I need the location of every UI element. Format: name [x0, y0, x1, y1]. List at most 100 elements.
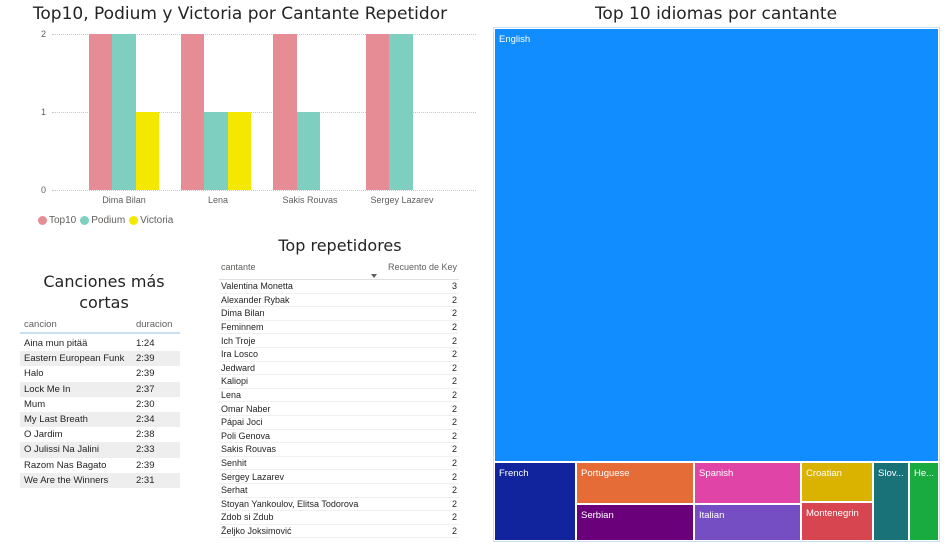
- table-row[interactable]: O Jardim 2:38: [20, 427, 180, 442]
- cell-recuento: 2: [451, 294, 457, 305]
- column-header-cancion[interactable]: cancion: [24, 318, 57, 330]
- table-row[interactable]: Sergey Lazarev 2: [219, 470, 459, 484]
- bar-lena-top10[interactable]: [181, 34, 204, 190]
- table-row[interactable]: Jedward 2: [219, 362, 459, 376]
- treemap-tile-montenegrin[interactable]: Montenegrin: [801, 502, 873, 541]
- bar-dima-bilan-victoria[interactable]: [136, 112, 159, 190]
- table-row[interactable]: Lena 2: [219, 389, 459, 403]
- table-row[interactable]: Mum 2:30: [20, 397, 180, 412]
- bar-dima-bilan-podium[interactable]: [112, 34, 136, 190]
- cell-recuento: 2: [451, 308, 457, 319]
- cell-duracion: 2:33: [136, 444, 155, 456]
- cell-cantante: Omar Naber: [221, 403, 271, 414]
- cell-recuento: 2: [451, 430, 457, 441]
- column-header-duracion[interactable]: duracion: [136, 318, 173, 330]
- treemap-tile-serbian[interactable]: Serbian: [576, 504, 694, 541]
- cell-cancion: Halo: [24, 368, 44, 380]
- legend-item-victoria[interactable]: Victoria: [129, 215, 173, 226]
- treemap-tile-spanish[interactable]: Spanish: [694, 462, 801, 504]
- table-row[interactable]: Pápai Joci 2: [219, 416, 459, 430]
- table-row[interactable]: Halo 2:39: [20, 366, 180, 381]
- cell-cantante: Ira Losco: [221, 349, 259, 360]
- bar-lena-podium[interactable]: [204, 112, 228, 190]
- bar-sakis-rouvas-top10[interactable]: [273, 34, 297, 190]
- treemap-visual[interactable]: English French Portuguese Serbian Spanis…: [493, 27, 940, 542]
- table-row[interactable]: Poli Genova 2: [219, 430, 459, 444]
- cell-recuento: 2: [451, 525, 457, 536]
- y-tick-1: 1: [40, 107, 46, 117]
- cell-recuento: 2: [451, 498, 457, 509]
- cell-cantante: Alexander Rybak: [221, 294, 290, 305]
- table-row[interactable]: We Are the Winners 2:31: [20, 472, 180, 488]
- table-row[interactable]: Dima Bilan 2: [219, 307, 459, 321]
- bar-dima-bilan-top10[interactable]: [89, 34, 112, 190]
- legend-dot-icon: [80, 216, 90, 225]
- table-row[interactable]: My Last Breath 2:34: [20, 411, 180, 428]
- table-row[interactable]: O Julissi Na Jalini 2:33: [20, 442, 180, 458]
- cell-cancion: O Julissi Na Jalini: [24, 444, 99, 456]
- legend-label: Podium: [91, 215, 126, 226]
- bar-sergey-lazarev-podium[interactable]: [389, 34, 413, 190]
- table-row[interactable]: Ira Losco 2: [219, 348, 459, 362]
- cell-cancion: Aina mun pitää: [24, 338, 88, 350]
- table-row[interactable]: Feminnem 2: [219, 321, 459, 335]
- treemap-title: Top 10 idiomas por cantante: [594, 4, 838, 24]
- table-row[interactable]: Valentina Monetta 3: [219, 280, 459, 294]
- column-header-cantante[interactable]: cantante: [221, 262, 256, 272]
- treemap-tile-slovenian[interactable]: Slov...: [873, 462, 909, 541]
- cell-cantante: Jedward: [221, 362, 256, 373]
- cell-duracion: 2:30: [136, 398, 155, 410]
- chart-legend: Top10 Podium Victoria: [38, 215, 173, 226]
- column-header-label: Recuento de Key: [387, 262, 457, 272]
- table-row[interactable]: Razom Nas Bagato 2:39: [20, 458, 180, 473]
- treemap-tile-portuguese[interactable]: Portuguese: [576, 462, 694, 504]
- table-row[interactable]: Eastern European Funk 2:39: [20, 351, 180, 367]
- table-row[interactable]: Omar Naber 2: [219, 402, 459, 416]
- cell-recuento: 2: [451, 485, 457, 496]
- treemap-tile-italian[interactable]: Italian: [694, 504, 801, 541]
- cell-duracion: 2:39: [136, 459, 155, 471]
- legend-label: Victoria: [140, 215, 174, 226]
- cell-recuento: 2: [451, 458, 457, 469]
- cell-cancion: Eastern European Funk: [24, 353, 125, 365]
- table-row[interactable]: Lock Me In 2:37: [20, 381, 180, 397]
- table-row[interactable]: Sakis Rouvas 2: [219, 443, 459, 457]
- table-row[interactable]: Serhat 2: [219, 484, 459, 498]
- cell-cantante: Senhit: [221, 458, 247, 469]
- treemap-tile-croatian[interactable]: Croatian: [801, 462, 873, 502]
- table-row[interactable]: Željko Joksimović 2: [219, 525, 459, 539]
- bar-lena-victoria[interactable]: [228, 112, 251, 190]
- gridline-1: [52, 112, 476, 113]
- short-songs-table[interactable]: cancion duracion Aina mun pitää 1:24 East…: [20, 316, 180, 488]
- table-row[interactable]: Stoyan Yankoulov, Elitsa Todorova 2: [219, 498, 459, 512]
- repeaters-table[interactable]: cantante Recuento de Key Valentina Monet…: [219, 261, 459, 539]
- cell-recuento: 3: [451, 281, 457, 292]
- table-row[interactable]: Zdob si Zdub 2: [219, 511, 459, 525]
- cell-duracion: 2:37: [136, 383, 155, 395]
- bar-sakis-rouvas-podium[interactable]: [297, 112, 320, 190]
- legend-item-podium[interactable]: Podium: [80, 215, 125, 226]
- table-row[interactable]: Kaliopi 2: [219, 375, 459, 389]
- column-header-recuento[interactable]: Recuento de Key: [369, 262, 459, 278]
- table-row[interactable]: Alexander Rybak 2: [219, 294, 459, 308]
- treemap-tile-english[interactable]: English: [494, 28, 939, 462]
- cell-cantante: Valentina Monetta: [221, 281, 293, 292]
- table-row[interactable]: Ich Troje 2: [219, 334, 459, 348]
- cell-recuento: 2: [451, 403, 457, 414]
- legend-label: Top10: [49, 215, 77, 226]
- x-tick-sakis-rouvas: Sakis Rouvas: [282, 195, 338, 205]
- table-row[interactable]: Senhit 2: [219, 457, 459, 471]
- gridline-2: [52, 34, 476, 35]
- bar-sergey-lazarev-top10[interactable]: [366, 34, 389, 190]
- table-row[interactable]: Aina mun pitää 1:24: [20, 336, 180, 351]
- cell-cantante: Kaliopi: [221, 376, 249, 387]
- cell-cantante: Sergey Lazarev: [221, 471, 285, 482]
- bar-chart-visual[interactable]: Top10, Podium y Victoria por Cantante Re…: [0, 0, 480, 240]
- treemap-tile-hebrew[interactable]: He...: [909, 462, 939, 541]
- cell-duracion: 2:31: [136, 474, 155, 486]
- treemap-tile-french[interactable]: French: [494, 462, 576, 541]
- cell-recuento: 2: [451, 512, 457, 523]
- cell-cantante: Serhat: [221, 485, 248, 496]
- legend-item-top10[interactable]: Top10: [38, 215, 76, 226]
- cell-cantante: Sakis Rouvas: [221, 444, 277, 455]
